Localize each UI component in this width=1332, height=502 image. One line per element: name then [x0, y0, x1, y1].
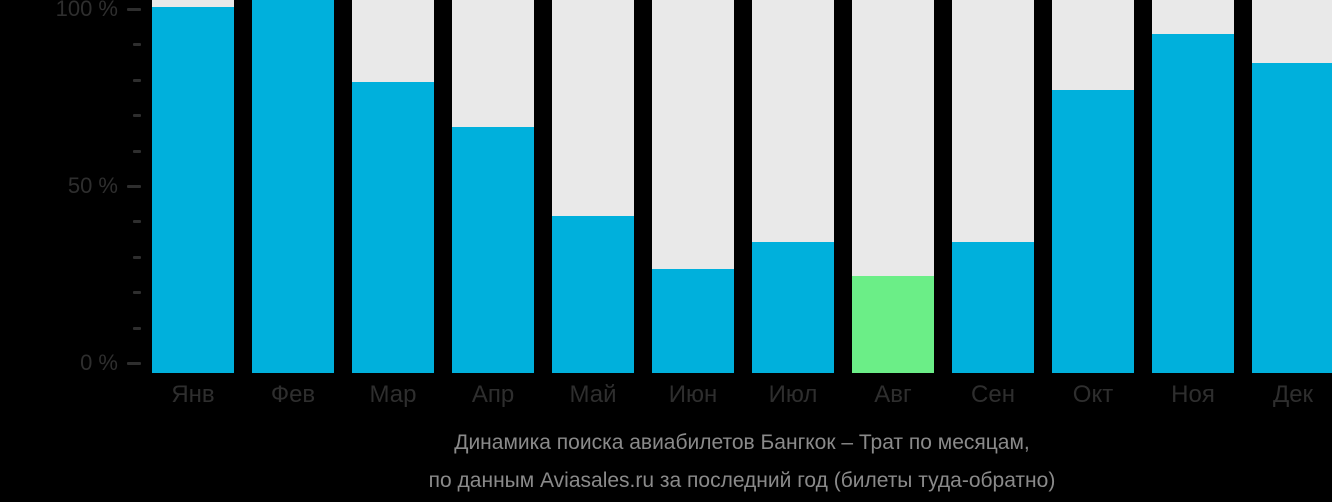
y-axis-tick [127, 8, 141, 11]
chart-bar [852, 276, 934, 373]
x-axis-label: Авг [874, 381, 912, 408]
x-axis-label: Окт [1072, 381, 1114, 408]
chart-bar [352, 82, 434, 373]
y-axis-minor-tick [133, 114, 141, 118]
x-axis-label: Мар [369, 381, 417, 408]
y-axis-minor-tick [133, 43, 141, 47]
y-axis-minor-tick [133, 291, 141, 295]
bar-track [1252, 0, 1332, 373]
bar-track [1152, 0, 1234, 373]
x-axis-label: Ноя [1171, 381, 1215, 408]
chart-caption: Динамика поиска авиабилетов Бангкок – Тр… [152, 424, 1332, 500]
bar-track [352, 0, 434, 373]
bar-track [152, 0, 234, 373]
y-axis-tick [127, 362, 141, 365]
bar-track [1052, 0, 1134, 373]
caption-line-1: Динамика поиска авиабилетов Бангкок – Тр… [454, 431, 1030, 454]
x-axis-label: Апр [471, 381, 515, 408]
x-axis-label: Сен [971, 381, 1015, 408]
y-axis-minor-tick [133, 255, 141, 259]
chart-bar [752, 242, 834, 373]
chart-bar [552, 216, 634, 373]
bar-track [952, 0, 1034, 373]
x-axis-label: Июл [768, 381, 818, 408]
y-axis-minor-tick [133, 220, 141, 224]
caption-line-2: по данным Aviasales.ru за последний год … [428, 469, 1056, 492]
chart-bar [952, 242, 1034, 373]
y-axis-label: 0 % [80, 350, 118, 375]
y-axis-label: 50 % [67, 173, 118, 198]
bar-track [752, 0, 834, 373]
chart-bar [1052, 89, 1134, 373]
chart-bar [252, 0, 334, 373]
chart-bar [1252, 63, 1332, 373]
bar-track [252, 0, 334, 373]
bar-track [452, 0, 534, 373]
bar-track [652, 0, 734, 373]
x-axis-label: Янв [171, 381, 215, 408]
plot-area [152, 0, 1332, 373]
x-axis-label: Май [569, 381, 617, 408]
x-axis-label: Дек [1272, 381, 1314, 408]
x-axis-label: Июн [668, 381, 718, 408]
y-axis-minor-tick [133, 149, 141, 153]
chart-bar [652, 268, 734, 373]
chart-bar [452, 126, 534, 373]
y-axis-minor-tick [133, 326, 141, 330]
chart-bar [152, 7, 234, 373]
x-axis: Янв Фев Мар Апр Май Июн Июл Авг Сен Окт Ноя Дек [152, 381, 1332, 411]
y-axis-tick [127, 185, 141, 188]
y-axis-minor-tick [133, 78, 141, 82]
chart-bar [1152, 33, 1234, 373]
x-axis-label: Фев [270, 381, 316, 408]
bar-track [552, 0, 634, 373]
bar-track [852, 0, 934, 373]
y-axis-label: 100 % [55, 0, 118, 21]
